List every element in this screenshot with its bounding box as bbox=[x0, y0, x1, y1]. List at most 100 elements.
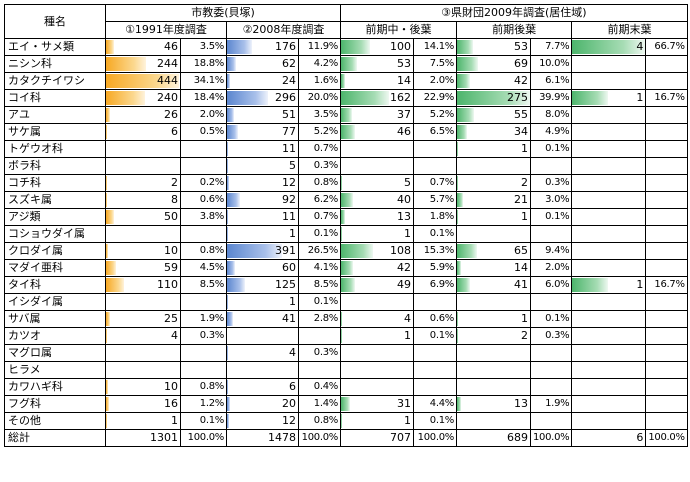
percent-cell: 8.0% bbox=[529, 106, 573, 124]
percent-cell: 4.5% bbox=[180, 259, 227, 277]
count-cell: 391 bbox=[226, 242, 299, 260]
count-cell: 162 bbox=[340, 89, 414, 107]
data-bar bbox=[341, 125, 355, 139]
percent-cell bbox=[645, 395, 688, 413]
count-cell: 25 bbox=[105, 310, 181, 328]
percent-cell bbox=[180, 344, 227, 362]
table-row: マダイ亜科 59 4.5% 60 4.1% 42 5.9% 14 2.0% bbox=[4, 259, 688, 277]
data-bar bbox=[106, 329, 107, 343]
count-cell bbox=[105, 344, 181, 362]
count-value: 1 bbox=[289, 295, 296, 308]
percent-cell: 6.9% bbox=[413, 276, 457, 294]
data-bar bbox=[457, 176, 458, 190]
percent-cell: 7.5% bbox=[413, 55, 457, 73]
count-cell bbox=[105, 361, 181, 379]
data-bar bbox=[106, 380, 108, 394]
data-bar bbox=[227, 125, 238, 139]
count-value: 25 bbox=[164, 312, 178, 325]
count-cell: 53 bbox=[340, 55, 414, 73]
table-body: エイ・サメ類 46 3.5% 176 11.9% 100 14.1% 53 7.7% 4 66.7%… bbox=[4, 38, 688, 447]
count-cell bbox=[340, 293, 414, 311]
count-cell: 5 bbox=[340, 174, 414, 192]
percent-cell bbox=[645, 208, 688, 226]
count-cell: 12 bbox=[226, 174, 299, 192]
percent-cell bbox=[645, 259, 688, 277]
count-cell bbox=[571, 208, 647, 226]
percent-cell bbox=[180, 157, 227, 175]
count-cell: 444 bbox=[105, 72, 181, 90]
species-name: スズキ属 bbox=[4, 191, 106, 209]
count-value: 92 bbox=[282, 193, 296, 206]
count-value: 2 bbox=[521, 176, 528, 189]
percent-cell: 6.1% bbox=[529, 72, 573, 90]
count-cell: 4 bbox=[571, 38, 647, 56]
count-cell: 11 bbox=[226, 208, 299, 226]
percent-cell bbox=[645, 361, 688, 379]
count-cell bbox=[571, 174, 647, 192]
data-bar bbox=[457, 261, 462, 275]
percent-cell bbox=[413, 378, 457, 396]
percent-cell: 66.7% bbox=[645, 38, 688, 56]
data-bar bbox=[341, 244, 373, 258]
count-value: 176 bbox=[275, 40, 296, 53]
count-value: 1 bbox=[289, 227, 296, 240]
count-cell: 1478 bbox=[226, 429, 299, 447]
count-cell: 77 bbox=[226, 123, 299, 141]
data-bar bbox=[572, 91, 608, 105]
count-value: 6 bbox=[636, 431, 644, 444]
count-value: 65 bbox=[514, 244, 528, 257]
count-cell bbox=[105, 225, 181, 243]
count-value: 689 bbox=[507, 431, 528, 444]
percent-cell: 0.1% bbox=[298, 225, 341, 243]
count-value: 37 bbox=[397, 108, 411, 121]
species-name: アユ bbox=[4, 106, 106, 124]
percent-cell: 0.1% bbox=[180, 412, 227, 430]
count-value: 240 bbox=[157, 91, 178, 104]
percent-cell bbox=[298, 327, 341, 345]
count-value: 20 bbox=[282, 397, 296, 410]
count-value: 4 bbox=[636, 40, 644, 53]
count-cell: 1 bbox=[340, 412, 414, 430]
percent-cell: 0.3% bbox=[298, 344, 341, 362]
species-name: コショウダイ属 bbox=[4, 225, 106, 243]
count-value: 12 bbox=[282, 176, 296, 189]
percent-cell: 5.7% bbox=[413, 191, 457, 209]
count-cell: 240 bbox=[105, 89, 181, 107]
count-value: 13 bbox=[397, 210, 411, 223]
data-bar bbox=[457, 397, 462, 411]
count-cell bbox=[571, 412, 647, 430]
count-cell bbox=[340, 140, 414, 158]
species-name: コイ科 bbox=[4, 89, 106, 107]
data-bar bbox=[106, 40, 114, 54]
count-cell: 6 bbox=[105, 123, 181, 141]
data-bar bbox=[457, 244, 477, 258]
data-bar bbox=[227, 414, 229, 428]
count-cell: 1 bbox=[340, 225, 414, 243]
count-value: 1 bbox=[636, 278, 644, 291]
data-bar bbox=[341, 312, 343, 326]
count-cell: 1301 bbox=[105, 429, 181, 447]
percent-cell: 0.3% bbox=[298, 157, 341, 175]
percent-cell: 0.3% bbox=[180, 327, 227, 345]
percent-cell: 1.9% bbox=[180, 310, 227, 328]
percent-cell: 0.3% bbox=[529, 327, 573, 345]
count-cell bbox=[456, 293, 531, 311]
total-row: 総計 1301 100.0% 1478 100.0% 707 100.0% 689 100.0%… bbox=[4, 429, 688, 447]
count-value: 51 bbox=[282, 108, 296, 121]
species-name: トゲウオ科 bbox=[4, 140, 106, 158]
data-bar bbox=[106, 397, 109, 411]
count-value: 21 bbox=[514, 193, 528, 206]
count-value: 6 bbox=[171, 125, 178, 138]
percent-cell: 9.4% bbox=[529, 242, 573, 260]
count-cell: 8 bbox=[105, 191, 181, 209]
count-value: 1301 bbox=[150, 431, 178, 444]
count-cell: 53 bbox=[456, 38, 531, 56]
data-bar bbox=[106, 125, 108, 139]
count-value: 42 bbox=[397, 261, 411, 274]
percent-cell: 100.0% bbox=[180, 429, 227, 447]
pref-foundation-header: ③県財団2009年調査(居住域) bbox=[340, 4, 688, 22]
table-row: ヒラメ bbox=[4, 361, 688, 379]
count-value: 4 bbox=[171, 329, 178, 342]
count-cell: 55 bbox=[456, 106, 531, 124]
count-value: 11 bbox=[282, 142, 296, 155]
